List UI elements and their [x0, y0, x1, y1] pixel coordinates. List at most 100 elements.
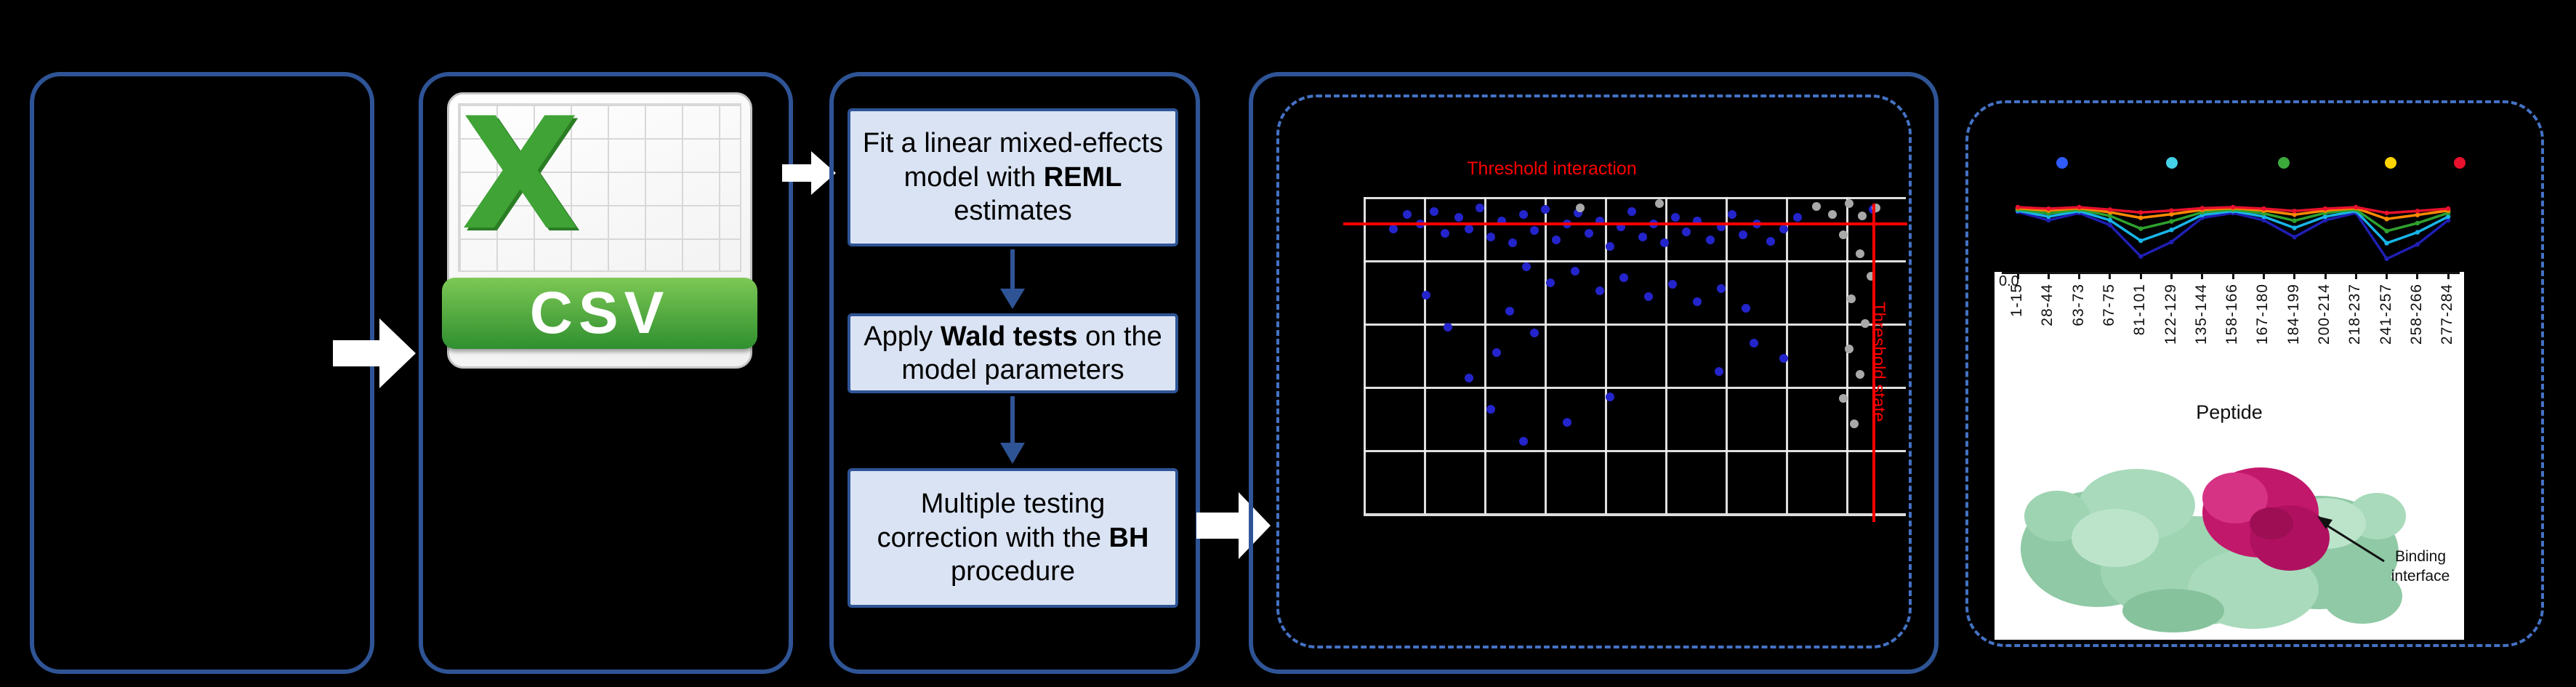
- uptake-point: [2046, 206, 2051, 212]
- scatter-point: [1766, 237, 1775, 246]
- scatter-point: [1828, 209, 1838, 219]
- scatter-point: [1492, 347, 1501, 357]
- scatter-point: [1595, 286, 1604, 295]
- scatter-point: [1606, 392, 1615, 401]
- peptide-label: 1-15: [2008, 284, 2025, 318]
- scatter-point: [1402, 209, 1412, 219]
- uptake-point: [2077, 204, 2082, 210]
- peptide-label: 277-284: [2439, 284, 2456, 345]
- uptake-point: [2415, 212, 2420, 217]
- workflow-step-3-text: Multiple testing correction with the BH …: [877, 489, 1149, 587]
- uptake-point: [2415, 220, 2420, 226]
- scatter-point: [1606, 241, 1615, 251]
- uptake-point: [2169, 208, 2174, 213]
- scatter-point: [1505, 306, 1515, 316]
- peptide-label: 258-266: [2407, 284, 2425, 345]
- scatter-point: [1681, 227, 1691, 236]
- uptake-point: [2138, 238, 2144, 244]
- axis-tick: [2262, 272, 2265, 279]
- scatter-point: [1741, 303, 1750, 313]
- axis-tick: [2447, 272, 2450, 279]
- uptake-point: [2384, 217, 2389, 222]
- arrow-right-icon: [333, 318, 416, 388]
- uptake-point: [2107, 222, 2113, 228]
- uptake-point: [2138, 215, 2144, 220]
- scatter-point: [1540, 205, 1550, 214]
- axis-tick: [2201, 272, 2204, 279]
- scatter-point: [1443, 322, 1452, 332]
- scatter-point: [1529, 225, 1539, 235]
- scatter-point: [1654, 198, 1664, 208]
- uptake-point: [2138, 210, 2144, 215]
- scatter-point: [1529, 329, 1539, 338]
- binding-interface-arrow-icon: [2317, 516, 2385, 563]
- scatter-point: [1839, 393, 1848, 403]
- uptake-point: [2292, 225, 2297, 230]
- arrow-right-icon: [782, 151, 836, 195]
- axis-tick: [2170, 272, 2173, 279]
- scatter-point: [1717, 284, 1726, 294]
- threshold-interaction-label: Threshold interaction: [1467, 158, 1637, 179]
- volcano-panel: [1249, 72, 1939, 674]
- uptake-point: [2107, 213, 2113, 219]
- peptide-label: 167-180: [2254, 284, 2271, 345]
- axis-tick: [2139, 272, 2142, 279]
- uptake-point: [2384, 256, 2389, 262]
- arrow-down-icon: [1000, 249, 1025, 309]
- uptake-point: [2415, 241, 2420, 247]
- axis-tick: [2354, 272, 2357, 279]
- uptake-point: [2322, 206, 2328, 212]
- scatter-plot: [1364, 197, 1906, 516]
- uptake-point: [2292, 218, 2297, 223]
- uptake-point: [2354, 204, 2359, 210]
- scatter-point: [1421, 291, 1430, 300]
- uptake-point: [2169, 239, 2174, 244]
- uptake-point: [2138, 226, 2144, 231]
- scatter-point: [1844, 198, 1853, 208]
- scatter-point: [1670, 213, 1680, 222]
- axis-tick: [2324, 272, 2327, 279]
- scatter-point: [1465, 373, 1474, 382]
- uptake-point: [2322, 217, 2328, 223]
- scatter-point: [1638, 232, 1648, 241]
- x-axis-line: [2002, 272, 2460, 274]
- uptake-point: [2322, 214, 2328, 220]
- peptide-label: 28-44: [2039, 284, 2056, 326]
- peptide-label: 135-144: [2192, 284, 2210, 345]
- scatter-point: [1668, 279, 1678, 289]
- uptake-point: [2169, 228, 2174, 233]
- workflow-step-3: Multiple testing correction with the BH …: [848, 468, 1178, 608]
- csv-banner-label: CSV: [529, 280, 670, 346]
- scatter-point: [1692, 297, 1702, 306]
- uptake-point: [2415, 209, 2420, 214]
- threshold-state-label: Threshold state: [1869, 302, 1888, 422]
- scatter-point: [1519, 209, 1529, 219]
- workflow-step-2: Apply Wald tests on the model parameters: [848, 313, 1178, 393]
- axis-tick: [2416, 272, 2419, 279]
- scatter-point: [1429, 206, 1438, 216]
- scatter-point: [1706, 235, 1715, 244]
- peptide-label: 184-199: [2285, 284, 2302, 345]
- axis-tick: [2109, 272, 2112, 279]
- binding-interface-label: Binding interface: [2391, 548, 2450, 585]
- scatter-point: [1454, 213, 1463, 222]
- input-panel: [30, 72, 374, 674]
- uptake-point: [2384, 210, 2389, 216]
- peptide-label: 67-75: [2100, 284, 2117, 326]
- uptake-point: [2415, 230, 2420, 235]
- peptide-label: 81-101: [2131, 284, 2149, 336]
- scatter-point: [1465, 224, 1474, 233]
- uptake-point: [2261, 206, 2266, 212]
- uptake-point: [2230, 204, 2236, 210]
- peptide-label: 158-166: [2223, 284, 2241, 345]
- scatter-point: [1728, 209, 1737, 219]
- arrow-down-icon: [1000, 396, 1025, 464]
- scatter-point: [1847, 294, 1856, 303]
- scatter-point: [1440, 229, 1449, 238]
- scatter-point: [1546, 278, 1555, 287]
- uptake-point: [2199, 206, 2205, 211]
- threshold-line-vertical: [1872, 204, 1875, 522]
- uptake-point: [2292, 212, 2297, 217]
- scatter-point: [1660, 238, 1670, 248]
